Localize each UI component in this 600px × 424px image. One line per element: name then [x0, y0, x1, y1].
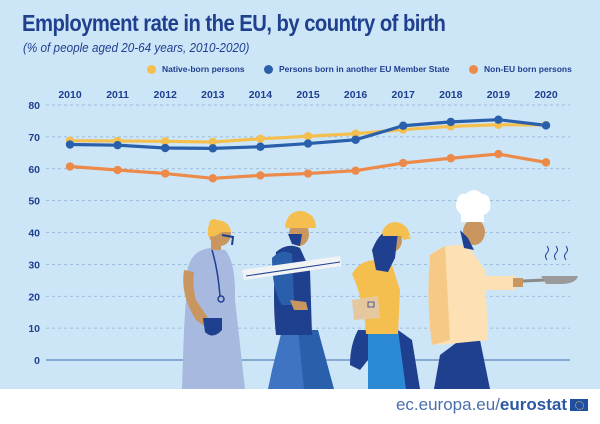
series-points — [65, 115, 551, 183]
x-axis-ticks: 2010 2011 2012 2013 2014 2015 2016 2017 2018 2019… — [58, 89, 558, 101]
x-tick-label: 2015 — [296, 89, 320, 101]
data-point-other_eu — [399, 121, 408, 130]
x-tick-label: 2018 — [439, 89, 463, 101]
y-tick-label: 30 — [28, 259, 40, 271]
data-point-non_eu — [256, 171, 265, 180]
y-axis-ticks: 0 10 20 30 40 50 60 70 80 — [28, 100, 40, 367]
data-point-other_eu — [541, 121, 551, 130]
x-tick-label: 2017 — [392, 89, 416, 101]
legend-item-native: Native-born persons — [147, 64, 245, 74]
legend-label-other-eu: Persons born in another EU Member State — [279, 64, 450, 74]
chart-title: Employment rate in the EU, by country of… — [22, 10, 446, 36]
doctor-figure — [182, 219, 245, 389]
data-point-native — [303, 132, 313, 141]
x-tick-label: 2011 — [106, 89, 129, 101]
data-point-other_eu — [208, 144, 217, 153]
legend-item-other-eu: Persons born in another EU Member State — [264, 64, 450, 74]
chef-figure — [428, 190, 578, 389]
construction-worker-figure — [242, 210, 342, 389]
illustration — [182, 190, 578, 389]
data-point-other_eu — [161, 143, 170, 153]
x-tick-label: 2012 — [154, 89, 178, 101]
data-point-other_eu — [446, 117, 455, 127]
y-tick-label: 20 — [28, 291, 40, 303]
footer-site: ec.europa.eu/ — [395, 395, 500, 414]
data-point-native — [161, 137, 170, 146]
legend-swatch-native — [147, 64, 156, 74]
data-point-native — [256, 134, 265, 143]
x-tick-label: 2014 — [249, 89, 273, 101]
data-point-non_eu — [208, 174, 217, 183]
y-tick-label: 0 — [34, 355, 40, 367]
data-point-other_eu — [494, 115, 503, 124]
data-point-native — [208, 137, 217, 147]
legend-label-native: Native-born persons — [162, 64, 245, 74]
data-point-non_eu — [446, 154, 455, 163]
data-point-non_eu — [399, 158, 408, 168]
delivery-worker-figure — [350, 222, 420, 389]
y-tick-label: 50 — [28, 196, 40, 208]
y-tick-label: 70 — [28, 132, 40, 144]
legend-swatch-non-eu — [469, 64, 478, 74]
data-point-non_eu — [303, 169, 313, 178]
chart-subtitle: (% of people aged 20-64 years, 2010-2020… — [23, 40, 250, 55]
x-tick-label: 2020 — [534, 89, 558, 101]
data-point-other_eu — [303, 139, 313, 148]
data-point-other_eu — [113, 140, 122, 150]
x-tick-label: 2019 — [487, 89, 511, 101]
footer: ec.europa.eu/ eurostat — [396, 395, 588, 415]
data-point-other_eu — [65, 140, 75, 149]
data-point-non_eu — [161, 169, 170, 178]
y-tick-label: 60 — [28, 164, 40, 176]
x-tick-label: 2010 — [58, 89, 82, 101]
legend-swatch-other-eu — [264, 64, 273, 74]
data-point-other_eu — [351, 135, 360, 144]
y-tick-label: 10 — [28, 323, 40, 335]
data-point-non_eu — [351, 166, 360, 175]
y-tick-label: 40 — [28, 228, 40, 240]
x-tick-label: 2016 — [344, 89, 368, 101]
legend: Native-born persons Persons born in anot… — [0, 64, 600, 78]
x-tick-label: 2013 — [201, 89, 225, 101]
legend-item-non-eu: Non-EU born persons — [469, 64, 572, 74]
footer-brand: eurostat — [499, 395, 567, 414]
data-point-non_eu — [113, 165, 122, 175]
data-point-non_eu — [494, 149, 503, 159]
legend-label-non-eu: Non-EU born persons — [484, 64, 572, 74]
data-point-other_eu — [256, 142, 265, 151]
y-tick-label: 80 — [28, 100, 40, 112]
data-point-non_eu — [541, 158, 551, 167]
eu-flag-icon — [570, 399, 588, 411]
data-point-non_eu — [65, 162, 75, 171]
data-point-native — [351, 129, 360, 138]
